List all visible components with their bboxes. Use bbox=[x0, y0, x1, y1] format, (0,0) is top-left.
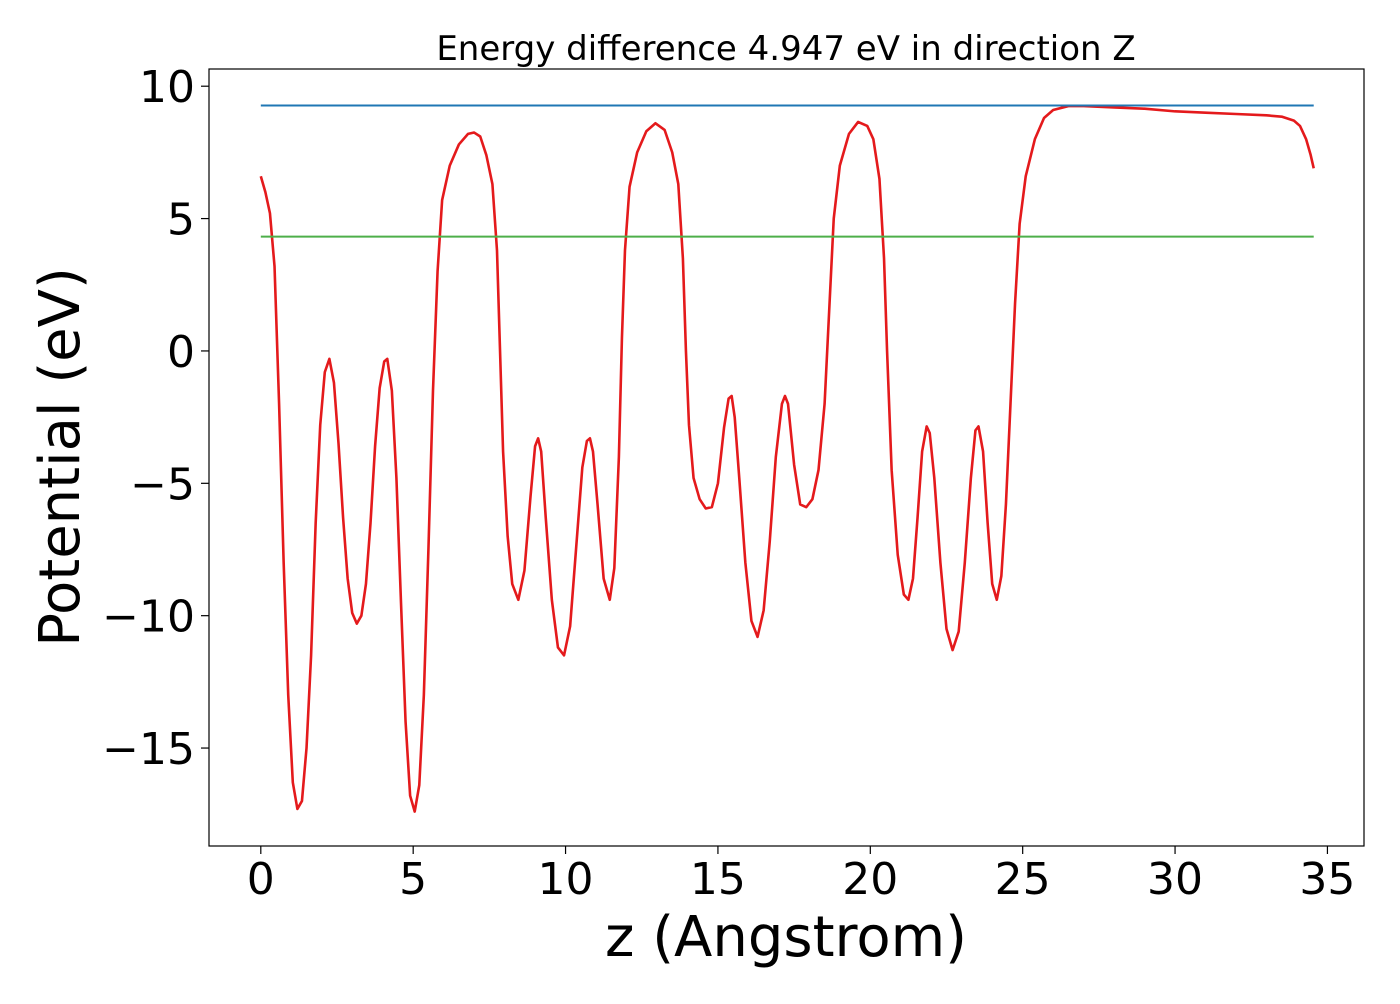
y-tick-label: 5 bbox=[167, 195, 195, 246]
x-tick-label: 20 bbox=[842, 854, 898, 905]
y-tick-label: −5 bbox=[130, 459, 195, 510]
x-axis: 0 5 10 15 20 25 30 35 bbox=[247, 846, 1355, 905]
x-tick-label: 25 bbox=[995, 854, 1051, 905]
y-tick-label: 10 bbox=[139, 62, 195, 113]
y-tick-label: −10 bbox=[102, 592, 195, 643]
y-tick-label: 0 bbox=[167, 327, 195, 378]
x-tick-label: 5 bbox=[399, 854, 427, 905]
x-tick-label: 10 bbox=[538, 854, 594, 905]
y-axis-label: Potential (eV) bbox=[28, 267, 93, 647]
y-tick-label: −15 bbox=[102, 724, 195, 775]
potential-line bbox=[259, 104, 1315, 813]
x-axis-label: z (Angstrom) bbox=[605, 905, 967, 970]
y-axis: 10 5 0 −5 −10 −15 bbox=[102, 62, 209, 775]
x-tick-label: 30 bbox=[1147, 854, 1203, 905]
x-tick-label: 35 bbox=[1299, 854, 1355, 905]
x-tick-label: 15 bbox=[690, 854, 746, 905]
series-layer bbox=[259, 104, 1315, 813]
chart-title: Energy difference 4.947 eV in direction … bbox=[436, 29, 1135, 69]
x-tick-label: 0 bbox=[247, 854, 275, 905]
plot-area-frame bbox=[208, 68, 1365, 847]
